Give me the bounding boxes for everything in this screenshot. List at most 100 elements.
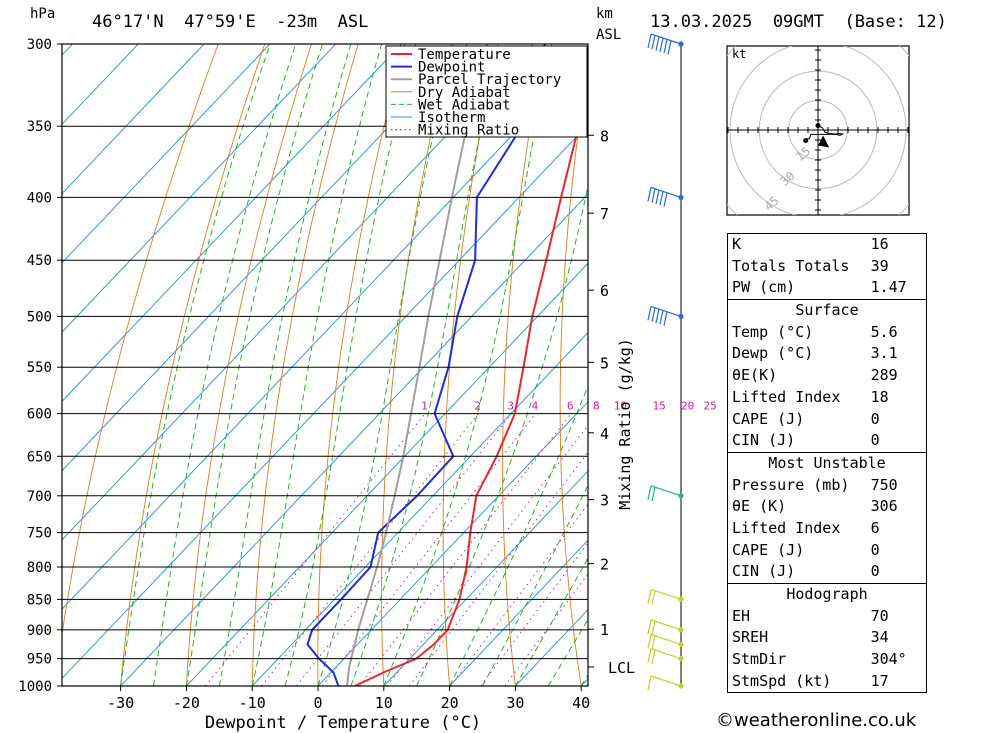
isotherm-line xyxy=(186,262,588,686)
wind-barb-staff xyxy=(650,648,682,660)
surface-row: Dewp (°C) 3.1 xyxy=(732,344,898,363)
wind-barb-feather xyxy=(647,619,652,634)
hodograph-unit-label: kt xyxy=(732,47,746,61)
mixing-ratio-label: 25 xyxy=(704,400,717,413)
wind-barb-feather xyxy=(651,590,656,605)
pressure-tick-label: 550 xyxy=(27,360,52,376)
temperature-tick-label: -30 xyxy=(107,694,134,712)
wet-adiabat-line xyxy=(153,44,297,686)
surface-row: θE(K) 289 xyxy=(732,366,898,385)
wind-level-dot xyxy=(678,683,684,689)
height-tick-label: 1 xyxy=(600,621,609,639)
wind-barb-staff xyxy=(650,305,682,317)
isotherm-line xyxy=(62,44,402,403)
legend-entry: Temperature xyxy=(418,47,511,63)
pressure-tick-label: 350 xyxy=(27,119,52,135)
pressure-tick-label: 800 xyxy=(27,560,52,576)
wet-adiabat-line xyxy=(482,484,588,686)
wind-barb-feather xyxy=(651,620,656,636)
wind-barb xyxy=(647,33,684,55)
pressure-tick-label: 700 xyxy=(27,489,52,505)
dry-adiabat-line xyxy=(185,44,312,686)
param-row-k: K 16 xyxy=(732,235,889,253)
hodograph-params-title: Hodograph xyxy=(786,585,868,603)
stability-parameters-table: K 16 Totals Totals 39 PW (cm) 1.47 Surface … xyxy=(727,233,927,694)
temperature-tick-label: 40 xyxy=(572,694,590,712)
wind-barb xyxy=(647,485,684,502)
most-unstable-block: Most Unstable Pressure (mb) 750 θE (K) 306… xyxy=(727,451,927,583)
wind-barb-staff xyxy=(650,33,682,45)
wind-barb-feather xyxy=(651,635,656,650)
most-unstable-row: CIN (J) 0 xyxy=(732,562,880,581)
mixing-ratio-line xyxy=(386,424,588,686)
mixing-ratio-line xyxy=(204,413,426,686)
mixing-ratio-line xyxy=(450,503,588,686)
wet-adiabat-line xyxy=(120,44,271,686)
wind-barb-feather xyxy=(651,486,656,502)
series-line-parcel-trajectory xyxy=(346,44,488,686)
wind-barb-feather xyxy=(647,675,652,691)
wind-barb-feather xyxy=(659,310,664,325)
mixing-ratio-label: 6 xyxy=(567,400,574,413)
isotherm-line xyxy=(449,539,588,686)
height-unit-km: km xyxy=(596,6,613,22)
wind-barb-feather xyxy=(647,648,652,663)
height-tick-label: 4 xyxy=(600,425,609,443)
legend-entry: Isotherm xyxy=(418,110,485,126)
hodograph-row: SREH 34 xyxy=(732,628,889,647)
wind-level-dot xyxy=(678,194,684,201)
wind-barb-feather xyxy=(659,37,664,53)
wind-barb-feather xyxy=(647,187,652,202)
temperature-tick-label: -10 xyxy=(239,694,266,712)
isotherm-line xyxy=(62,54,588,610)
pressure-tick-label: 950 xyxy=(27,652,52,668)
wind-barb-staff xyxy=(650,186,682,198)
lcl-label: LCL xyxy=(608,659,635,677)
mixing-ratio-axis-label: Mixing Ratio (g/kg) xyxy=(616,338,634,510)
surface-title: Surface xyxy=(795,301,859,320)
plot-frame xyxy=(61,43,589,687)
wind-barb-feather xyxy=(647,33,652,49)
wind-barb xyxy=(647,633,684,650)
isotherm-line xyxy=(317,401,588,686)
mixing-ratio-label: 15 xyxy=(653,400,666,413)
pressure-tick-label: 650 xyxy=(27,449,52,465)
wind-barb-feather xyxy=(651,307,656,322)
wind-barb-feather xyxy=(647,634,652,649)
mixing-ratio-lines xyxy=(204,413,588,686)
dry-adiabat-line xyxy=(120,44,266,686)
param-row-totals: Totals Totals 39 xyxy=(732,256,889,275)
wind-barb xyxy=(647,186,684,207)
wind-barb-feather xyxy=(651,188,656,203)
pressure-tick-label: 500 xyxy=(27,309,52,325)
wind-barb-staff xyxy=(650,619,682,631)
temperature-tick-label: -20 xyxy=(173,694,200,712)
wet-adiabat-line xyxy=(416,182,588,686)
wind-barb-staff xyxy=(650,675,682,687)
wind-barb-feather xyxy=(655,189,660,205)
temperature-tick-label: 0 xyxy=(313,694,322,712)
dry-adiabat-line xyxy=(965,44,1000,686)
isotherm-line xyxy=(62,124,588,680)
pressure-tick-label: 300 xyxy=(27,37,52,53)
wind-barb-feather xyxy=(647,306,652,321)
pressure-tick-label: 900 xyxy=(27,623,52,639)
mixing-ratio-label: 8 xyxy=(593,400,600,413)
hodograph-params-block: Hodograph EH 70 SREH 34 StmDir 304° StmSpd … xyxy=(727,583,927,694)
mixing-ratio-label: 1 xyxy=(421,400,428,413)
copyright-footer: ©weatheronline.co.uk xyxy=(716,710,917,731)
mixing-ratio-label: 10 xyxy=(614,400,627,413)
wind-barb-feather xyxy=(663,39,668,54)
isotherm-line xyxy=(383,470,588,686)
hodograph-row: StmDir 304° xyxy=(732,650,907,669)
wet-adiabat-line xyxy=(350,44,500,686)
datetime-title: 13.03.2025 09GMT (Base: 12) xyxy=(650,12,947,32)
pressure-tick-label: 850 xyxy=(27,592,52,608)
pressure-tick-label: 1000 xyxy=(18,679,52,695)
param-row-pw: PW (cm) 1.47 xyxy=(732,278,907,297)
mixing-ratio-label: 3 xyxy=(507,400,514,413)
most-unstable-row: CAPE (J) 0 xyxy=(732,540,880,559)
wind-level-dot xyxy=(678,627,684,633)
